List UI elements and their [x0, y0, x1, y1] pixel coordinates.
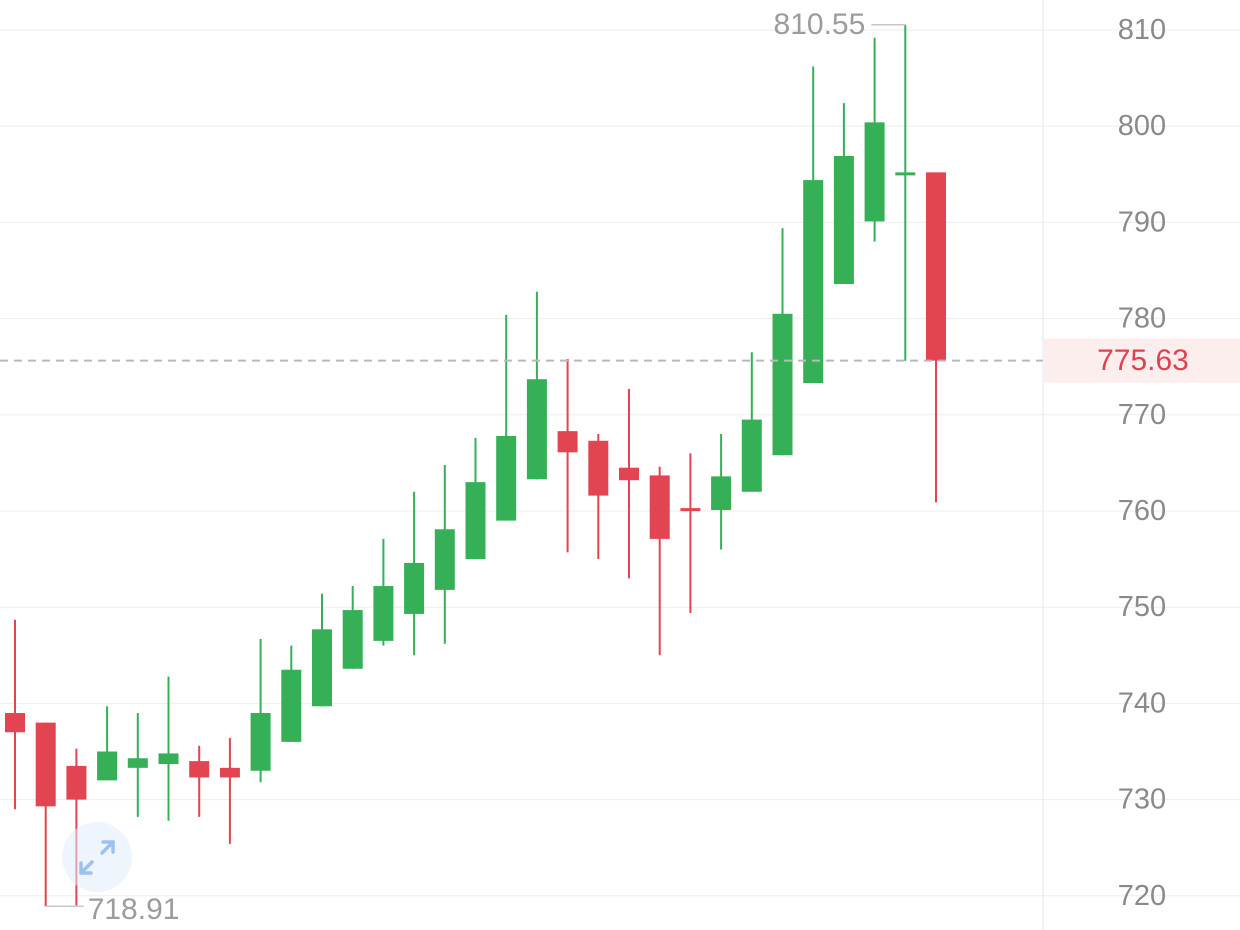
high-annotation-label: 810.55 [774, 8, 866, 41]
candle-body [619, 467, 639, 481]
candle-body [496, 435, 517, 521]
y-tick-label: 750 [1118, 591, 1166, 623]
candle [465, 437, 486, 560]
candle [833, 103, 854, 284]
candle-body [66, 765, 87, 800]
candle-body [588, 440, 609, 496]
candle [312, 593, 332, 707]
candle [189, 745, 210, 817]
y-tick-label: 720 [1118, 880, 1166, 912]
candle-body [281, 669, 302, 742]
candle [434, 464, 455, 644]
candle-body [127, 758, 148, 768]
y-axis: 810 800 790 780 770 760 750 740 730 720 [1118, 14, 1166, 912]
y-tick-label: 810 [1118, 14, 1166, 46]
candle [35, 722, 56, 907]
candle-body [158, 753, 179, 765]
candle-body [711, 476, 732, 511]
candle [649, 466, 670, 656]
candle [864, 37, 885, 242]
candle [219, 738, 240, 844]
grid [0, 29, 1240, 897]
current-price-label: 775.63 [1097, 344, 1189, 377]
candle [526, 291, 547, 480]
candle-body [926, 172, 946, 361]
y-tick-label: 790 [1118, 206, 1166, 238]
candle [926, 172, 946, 503]
candle-body [557, 431, 578, 453]
y-tick-label: 740 [1118, 687, 1166, 719]
candle-body [35, 722, 56, 807]
candle-body [864, 122, 885, 222]
candle-body [312, 629, 332, 707]
candle-body [741, 419, 762, 492]
candle-body [465, 482, 486, 560]
candle [97, 706, 118, 781]
candle-body [833, 156, 854, 284]
candle-body [219, 767, 240, 778]
y-tick-label: 770 [1118, 399, 1166, 431]
candle-body [5, 713, 25, 733]
y-tick-label: 780 [1118, 303, 1166, 335]
candle-body [680, 508, 701, 512]
candle [250, 638, 271, 783]
candle-body [772, 313, 793, 456]
expand-arrows-icon [79, 840, 115, 875]
candle-body [434, 529, 455, 590]
candle-body [404, 562, 425, 614]
candle [895, 24, 916, 361]
candle [619, 388, 639, 579]
candle [373, 538, 394, 646]
candle [404, 491, 425, 656]
candle [680, 453, 701, 613]
candle-body [526, 379, 547, 480]
candle [158, 676, 179, 821]
y-tick-label: 800 [1118, 110, 1166, 142]
expand-button[interactable] [62, 822, 132, 892]
candle [557, 359, 578, 553]
candle [5, 619, 25, 810]
current-price: 775.63 [0, 338, 1240, 383]
candle [281, 645, 302, 742]
candle-body [250, 713, 271, 771]
candle [741, 352, 762, 492]
candle-body [649, 475, 670, 539]
candle [342, 586, 363, 669]
y-tick-label: 760 [1118, 495, 1166, 527]
candle [711, 434, 732, 550]
candle [803, 66, 824, 384]
candle-body [803, 180, 824, 384]
candle-body [895, 172, 916, 176]
annotations: 810.55 718.91 [45, 8, 906, 926]
candle-body [373, 586, 394, 641]
candle [772, 228, 793, 456]
candle [588, 434, 609, 560]
current-price-tag [1044, 338, 1240, 383]
candle-body [97, 751, 118, 781]
candle [496, 314, 517, 521]
low-annotation-label: 718.91 [88, 893, 180, 926]
candle-body [342, 610, 363, 669]
y-tick-label: 730 [1118, 784, 1166, 816]
candles [5, 24, 946, 907]
candle [127, 713, 148, 817]
candle-body [189, 761, 210, 778]
